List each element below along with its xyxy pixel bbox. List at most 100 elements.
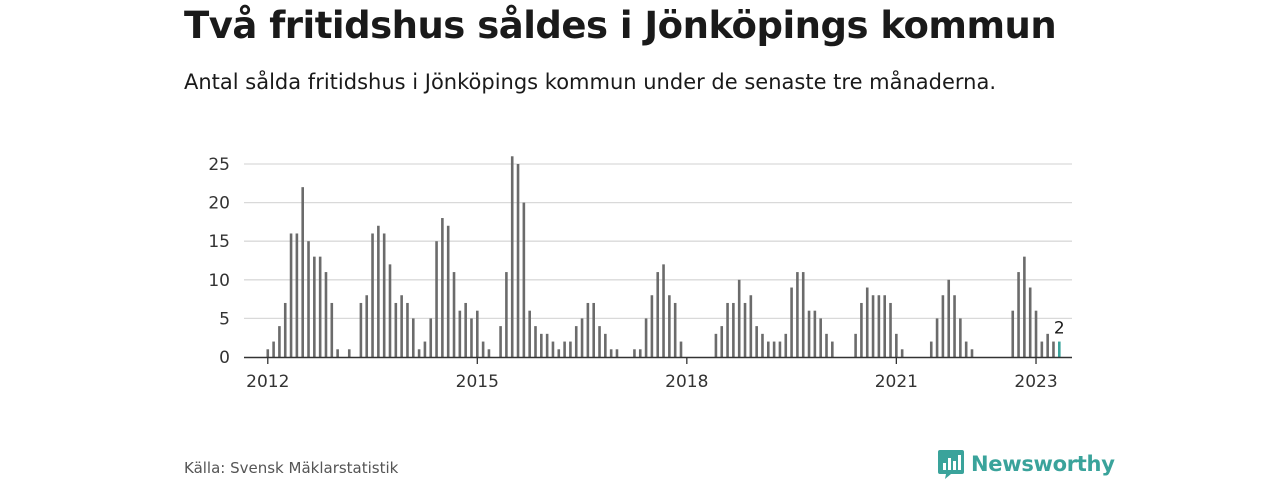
bar	[813, 310, 817, 357]
bar	[1017, 272, 1020, 357]
bar	[278, 326, 281, 357]
bar	[545, 333, 549, 357]
bar	[1040, 341, 1044, 357]
bar	[540, 333, 543, 357]
bar	[429, 318, 433, 357]
bar-chart: 0 5 10 15 20 25 2 2012 2015 2018 2021 2023	[208, 155, 1072, 392]
bar	[446, 225, 450, 357]
bar	[807, 310, 811, 357]
brand-name: Newsworthy	[971, 452, 1115, 476]
bar	[831, 341, 834, 357]
y-tick-label: 25	[208, 155, 230, 175]
bar	[732, 302, 735, 357]
bar	[1052, 341, 1055, 357]
last-value-label: 2	[1054, 319, 1065, 339]
bar	[295, 233, 299, 357]
bar	[406, 302, 409, 357]
bar	[563, 341, 566, 357]
bar	[272, 341, 275, 357]
y-tick-label: 0	[219, 348, 230, 368]
y-tick-label: 15	[208, 232, 230, 252]
bar	[522, 202, 526, 357]
bar	[289, 233, 293, 357]
bar	[371, 233, 374, 357]
bar	[365, 295, 369, 357]
x-tick-label: 2023	[1014, 372, 1057, 392]
bar	[586, 302, 590, 357]
bar	[726, 302, 729, 357]
bar	[772, 341, 776, 357]
bar	[633, 349, 636, 357]
y-tick-label: 5	[219, 309, 230, 329]
bar-highlight	[1058, 341, 1061, 357]
bar	[941, 295, 945, 357]
bar	[935, 318, 939, 357]
bar	[283, 302, 287, 357]
bar	[394, 302, 398, 357]
bar	[929, 341, 933, 357]
bar	[743, 302, 747, 357]
bar	[510, 156, 514, 357]
bar	[644, 318, 648, 357]
newsworthy-logo[interactable]: Newsworthy	[937, 449, 1115, 479]
bar	[464, 302, 467, 357]
bar	[487, 349, 491, 357]
bar	[382, 233, 386, 357]
bar	[662, 264, 665, 357]
x-tick-label: 2018	[665, 372, 708, 392]
bar	[790, 287, 793, 357]
bar	[784, 333, 788, 357]
bar	[592, 302, 595, 357]
bar	[324, 272, 328, 357]
bar	[796, 272, 799, 357]
bar	[964, 341, 968, 357]
bar	[470, 318, 473, 357]
bar	[819, 318, 822, 357]
bar	[953, 295, 956, 357]
bar	[266, 349, 270, 357]
bar	[679, 341, 683, 357]
bar	[767, 341, 770, 357]
bar	[1023, 256, 1026, 357]
bar	[609, 349, 613, 357]
bar	[650, 295, 654, 357]
bar	[970, 349, 974, 357]
bar	[301, 187, 304, 357]
bar	[400, 295, 403, 357]
bar	[411, 318, 415, 357]
bar	[714, 333, 718, 357]
bar	[860, 302, 863, 357]
bar	[499, 326, 502, 357]
bar	[889, 302, 892, 357]
bar	[330, 302, 334, 357]
x-tick-label: 2015	[456, 372, 499, 392]
bar	[318, 256, 322, 357]
bar	[865, 287, 869, 357]
bar	[580, 318, 584, 357]
x-tick-label: 2012	[246, 372, 289, 392]
bar	[638, 349, 642, 357]
bar	[801, 272, 805, 357]
bar	[1028, 287, 1032, 357]
bar	[1011, 310, 1015, 357]
bar	[313, 256, 316, 357]
bar	[668, 295, 671, 357]
bar	[673, 302, 677, 357]
bar-chart-speech-bubble-icon	[938, 450, 964, 479]
bar	[516, 164, 520, 357]
bar	[452, 272, 456, 357]
bar	[604, 333, 607, 357]
source-note: Källa: Svensk Mäklarstatistik	[184, 459, 399, 477]
bar	[749, 295, 753, 357]
bar	[481, 341, 485, 357]
bar	[1034, 310, 1038, 357]
bar	[458, 310, 462, 357]
bar	[854, 333, 857, 357]
bar	[388, 264, 392, 357]
bar	[423, 341, 427, 357]
bar	[534, 326, 537, 357]
bar	[347, 349, 351, 357]
bar	[307, 241, 310, 357]
bar	[569, 341, 572, 357]
bar	[359, 302, 363, 357]
